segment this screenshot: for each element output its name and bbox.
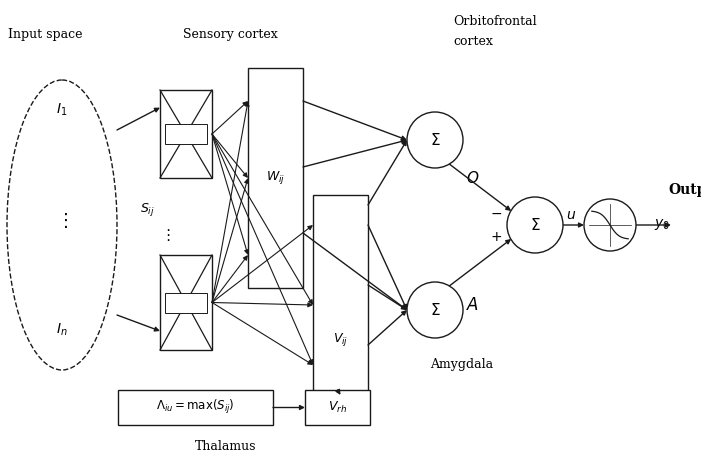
Text: Input space: Input space	[8, 28, 83, 41]
Bar	[248, 68, 303, 288]
Text: $\vdots$: $\vdots$	[56, 211, 68, 230]
Bar	[118, 390, 273, 425]
Text: $+$: $+$	[490, 230, 502, 244]
Ellipse shape	[7, 80, 117, 370]
Bar	[160, 255, 212, 350]
Circle shape	[584, 199, 636, 251]
Text: Amygdala: Amygdala	[430, 358, 493, 371]
Text: $I_1$: $I_1$	[56, 102, 68, 118]
Bar	[165, 124, 207, 144]
Text: $\Sigma$: $\Sigma$	[430, 302, 440, 318]
Text: $\vdots$: $\vdots$	[160, 227, 170, 243]
Text: Sensory cortex: Sensory cortex	[183, 28, 278, 41]
Circle shape	[407, 282, 463, 338]
Bar	[305, 390, 370, 425]
Text: Thalamus: Thalamus	[195, 440, 257, 450]
Text: cortex: cortex	[453, 35, 493, 48]
Text: $I_n$: $I_n$	[56, 322, 68, 338]
Text: $S_{ij}$: $S_{ij}$	[140, 202, 155, 219]
Text: $-$: $-$	[490, 206, 502, 220]
Text: $W_{ij}$: $W_{ij}$	[266, 170, 285, 186]
Text: $V_{ij}$: $V_{ij}$	[333, 330, 348, 347]
Text: $y_0$: $y_0$	[654, 217, 670, 233]
Text: $\Sigma$: $\Sigma$	[530, 217, 540, 233]
Text: Output: Output	[669, 183, 701, 197]
Circle shape	[407, 112, 463, 168]
Text: $O$: $O$	[466, 170, 479, 186]
Circle shape	[507, 197, 563, 253]
Text: Orbitofrontal: Orbitofrontal	[453, 15, 537, 28]
Bar	[165, 292, 207, 312]
Text: $u$: $u$	[566, 208, 576, 222]
Text: $A$: $A$	[466, 297, 479, 314]
Text: $\Lambda_{iu}=\max(S_{ij})$: $\Lambda_{iu}=\max(S_{ij})$	[156, 399, 235, 417]
Text: $V_{rh}$: $V_{rh}$	[328, 400, 347, 415]
Text: $\Sigma$: $\Sigma$	[430, 132, 440, 148]
Bar	[313, 195, 368, 395]
Bar	[160, 90, 212, 178]
